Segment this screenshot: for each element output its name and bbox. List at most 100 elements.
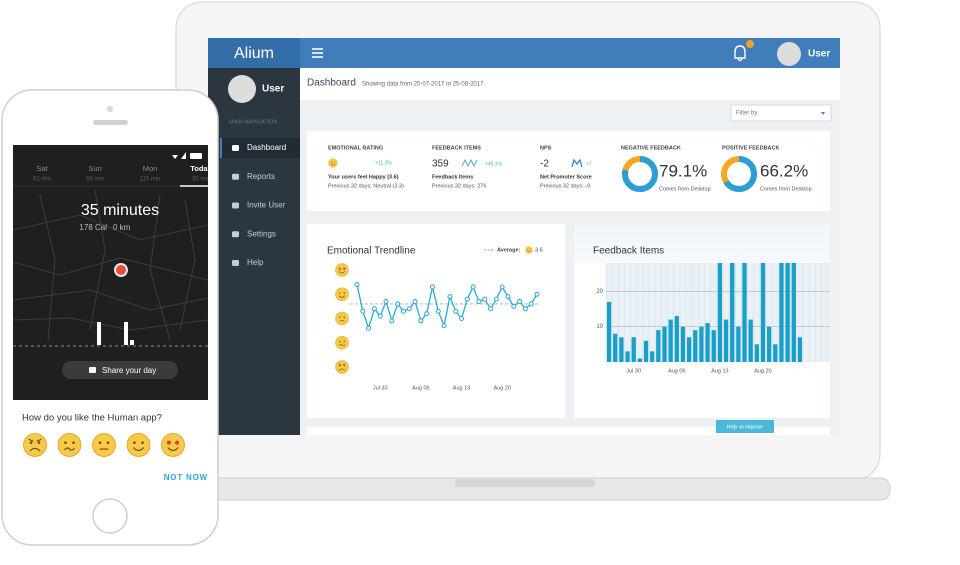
street xyxy=(89,189,106,331)
location-dot xyxy=(116,265,126,275)
user-name[interactable]: User xyxy=(808,49,830,60)
filter-select[interactable] xyxy=(730,104,832,122)
emoji-love[interactable] xyxy=(161,433,185,457)
kpi-card xyxy=(307,131,830,211)
bar xyxy=(748,319,753,362)
bar xyxy=(766,326,772,362)
street xyxy=(13,257,208,281)
emoji-face xyxy=(525,246,533,254)
trend-point xyxy=(435,308,441,314)
bar xyxy=(674,316,679,362)
kpi-label: EMOTIONAL RATING xyxy=(328,145,383,151)
trend-point xyxy=(522,306,528,312)
x-tick-label: Aug 13 xyxy=(711,368,728,374)
sparkline-icon xyxy=(461,158,478,168)
sidebar-user: User xyxy=(262,84,284,95)
battery-icon xyxy=(190,153,202,159)
emoji-eye xyxy=(98,441,102,444)
share-button[interactable] xyxy=(62,361,178,379)
phone-speaker xyxy=(93,120,128,125)
brand-area xyxy=(208,38,300,68)
rating-faces xyxy=(23,433,185,457)
emoji-mouth xyxy=(133,447,144,452)
sidebar-avatar xyxy=(228,75,256,103)
bar xyxy=(742,263,747,362)
kpi-note: Comes from Desktop xyxy=(760,186,812,192)
notification-badge xyxy=(746,40,754,48)
emoji-eye xyxy=(338,267,341,270)
emoji-mouth xyxy=(330,163,336,166)
nav-icon xyxy=(232,173,239,180)
emoji-brow xyxy=(28,438,34,442)
trend-point xyxy=(406,306,412,312)
emoji-neutral[interactable] xyxy=(92,433,116,457)
share-label[interactable]: Share your day xyxy=(102,366,156,375)
emoji-face xyxy=(23,433,47,457)
legend-value: 3.6 xyxy=(535,247,543,253)
day-sub: 35 min xyxy=(192,177,210,183)
dismiss-button[interactable]: NOT NOW xyxy=(164,473,208,482)
nav-item[interactable]: Settings xyxy=(247,229,276,238)
trend-point xyxy=(499,284,505,290)
bar xyxy=(619,337,624,362)
brand: Alium xyxy=(234,45,274,62)
x-tick-label: Aug 20 xyxy=(754,368,771,374)
day-name[interactable]: Today xyxy=(190,164,212,173)
nav-item[interactable]: Reports xyxy=(247,172,275,181)
kpi-change: +45.1% xyxy=(485,161,503,167)
user-avatar[interactable] xyxy=(777,42,801,66)
nav-icon xyxy=(232,260,239,266)
phone-map-bg xyxy=(13,145,208,400)
trend-point xyxy=(517,299,523,305)
kpi-headline: Your users feel Happy (3.6) xyxy=(328,174,399,180)
emoji-angry[interactable] xyxy=(23,433,47,457)
help-button-label[interactable]: Help us improve xyxy=(727,424,763,430)
emoji-face xyxy=(335,360,349,374)
trend-point xyxy=(459,316,465,321)
menu-icon[interactable] xyxy=(312,48,323,58)
help-button[interactable] xyxy=(716,420,774,433)
emoji-face xyxy=(328,158,338,168)
day-sub: 61 min xyxy=(33,177,51,183)
emoji-face xyxy=(335,263,349,277)
emoji-smile[interactable] xyxy=(126,433,151,457)
day-name[interactable]: Mon xyxy=(143,164,158,173)
bell-icon[interactable] xyxy=(734,45,746,62)
nav-item[interactable]: Invite User xyxy=(247,201,286,210)
emoji-eye xyxy=(72,441,75,444)
next-card xyxy=(307,427,830,435)
signal-icon xyxy=(181,152,186,159)
nav-icon xyxy=(232,202,239,209)
kpi-headline: Feedback Items xyxy=(432,174,473,180)
trend-point xyxy=(377,313,383,319)
emoji-brow xyxy=(338,363,342,366)
bar xyxy=(760,263,766,362)
duration: 35 minutes xyxy=(81,202,159,219)
home-button[interactable] xyxy=(92,498,128,534)
bar xyxy=(717,263,723,362)
day-sub: 65 min xyxy=(86,177,104,183)
chart-title: Emotional Trendline xyxy=(327,246,416,257)
trend-point xyxy=(453,308,459,314)
trend-point xyxy=(429,284,435,290)
donut-arc xyxy=(721,156,757,192)
emoji-confused[interactable] xyxy=(57,433,82,457)
nav-item[interactable]: Dashboard xyxy=(247,143,286,152)
day-tabs: Sat 61 min Sun 65 min Mon 115 min Today 35 min xyxy=(33,164,212,183)
bar xyxy=(705,323,710,362)
emoji-face xyxy=(335,311,349,326)
day-name[interactable]: Sun xyxy=(88,164,101,173)
day-name[interactable]: Sat xyxy=(36,164,48,173)
trend-point xyxy=(441,323,447,329)
bar xyxy=(643,340,649,362)
trend-point xyxy=(493,296,499,302)
trend-point xyxy=(395,301,401,307)
emoji-mouth xyxy=(338,368,346,371)
trend-point xyxy=(412,299,418,305)
nav-item[interactable]: Help xyxy=(247,258,264,267)
navigation: Dashboard Reports Invite User Settings Help xyxy=(232,143,286,267)
emoji-face xyxy=(161,433,185,457)
bar xyxy=(779,263,784,362)
trend-point xyxy=(464,296,470,302)
bar xyxy=(797,337,803,362)
